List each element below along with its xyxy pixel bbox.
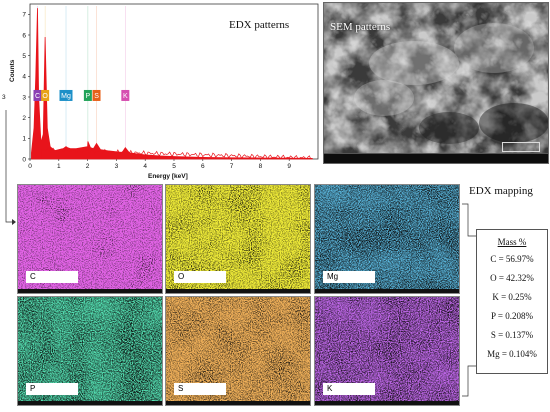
map-tile-label: S — [174, 383, 226, 395]
map-tile-label: P — [26, 383, 78, 395]
peak-label-k: K — [121, 89, 130, 101]
x-tick-label: 7 — [230, 163, 234, 170]
x-tick-label: 1 — [57, 163, 61, 170]
x-tick-label: 2 — [86, 163, 90, 170]
sem-image-panel: SEM patterns — [323, 2, 549, 164]
map-tile-c: C — [17, 184, 163, 294]
mass-row-mg: Mg = 0.104% — [487, 349, 537, 359]
edx-series — [31, 8, 313, 160]
map-tile-info-bar — [166, 289, 310, 293]
x-tick-label: 6 — [201, 163, 205, 170]
edx-chart-title: EDX patterns — [229, 19, 289, 31]
mass-row-s: S = 0.137% — [490, 330, 534, 340]
peak-label-p: P — [83, 89, 92, 101]
edx-mapping-title: EDX mapping — [469, 185, 533, 197]
y-tick-label: 0 — [22, 156, 26, 163]
peak-label-c: C — [33, 89, 42, 101]
edx-axes: 0 1 2 3 4 5 6 7 8 9 0 1 2 3 4 5 6 7 — [22, 12, 291, 170]
map-tile-label: Mg — [323, 271, 375, 283]
peak-label-s: S — [92, 89, 101, 101]
y-tick-label: 7 — [22, 12, 26, 19]
x-tick-label: 4 — [143, 163, 147, 170]
peak-label-text: O — [42, 93, 48, 100]
map-tile-o: O — [165, 184, 311, 294]
y-tick-label: 1 — [22, 136, 26, 143]
y-tick-label: 4 — [22, 74, 26, 81]
peak-label-text: C — [35, 93, 40, 100]
peak-label-text: P — [86, 93, 91, 100]
peak-label-box — [92, 89, 101, 101]
y-tick-label: 6 — [22, 32, 26, 39]
peak-label-box — [41, 89, 50, 101]
map-tile-info-bar — [315, 289, 459, 293]
edx-y-outer-label: 3 — [2, 94, 6, 101]
sem-scale-bar — [502, 142, 540, 152]
map-tile-s: S — [165, 296, 311, 406]
peak-label-mg: Mg — [59, 89, 73, 101]
y-tick-label: 3 — [22, 94, 26, 101]
map-tile-label: C — [26, 271, 78, 283]
map-tile-mg: Mg — [314, 184, 460, 294]
x-tick-label: 3 — [115, 163, 119, 170]
x-tick-label: 0 — [28, 163, 32, 170]
sem-info-bar — [324, 153, 548, 163]
map-tile-p: P — [17, 296, 163, 406]
connector-arrowhead — [12, 219, 16, 225]
peak-label-box — [83, 89, 92, 101]
peak-label-text: S — [94, 93, 99, 100]
map-tile-k: K — [314, 296, 460, 406]
edx-spectrum-noise — [41, 147, 312, 160]
map-tile-label: O — [174, 271, 226, 283]
map-tile-info-bar — [18, 401, 162, 405]
map-tile-info-bar — [166, 401, 310, 405]
mass-row-o: O = 42.32% — [490, 273, 534, 283]
y-tick-label: 5 — [22, 53, 26, 60]
x-tick-label: 8 — [259, 163, 263, 170]
peak-label-box — [59, 89, 73, 101]
sem-title: SEM patterns — [330, 21, 391, 33]
edx-plot-frame — [29, 3, 319, 160]
y-tick-label: 2 — [22, 115, 26, 122]
mass-row-c: C = 56.97% — [490, 254, 534, 264]
x-tick-label: 9 — [287, 163, 291, 170]
edx-peak-labels: C O Mg P S K — [33, 89, 130, 101]
x-tick-label: 5 — [172, 163, 176, 170]
mass-row-p: P = 0.208% — [491, 311, 533, 321]
peak-label-box — [33, 89, 42, 101]
peak-label-o: O — [41, 89, 50, 101]
sem-micrograph — [324, 3, 548, 163]
mass-heading: Mass % — [497, 237, 527, 247]
mass-box-bracket-lower — [462, 365, 476, 397]
peak-label-text: K — [123, 93, 128, 100]
edx-spectrum-area — [31, 8, 313, 160]
peak-label-box — [121, 89, 130, 101]
mass-box-bracket — [462, 203, 476, 237]
mass-row-k: K = 0.25% — [492, 292, 532, 302]
edx-x-axis-title: Energy [keV] — [148, 173, 188, 180]
mass-percent-box: Mass % C = 56.97% O = 42.32% K = 0.25% P… — [476, 229, 548, 374]
map-tile-label: K — [323, 383, 375, 395]
peak-label-text: Mg — [61, 93, 71, 100]
map-tile-info-bar — [18, 289, 162, 293]
edx-y-axis-title: Counts — [9, 59, 16, 82]
map-tile-info-bar — [315, 401, 459, 405]
